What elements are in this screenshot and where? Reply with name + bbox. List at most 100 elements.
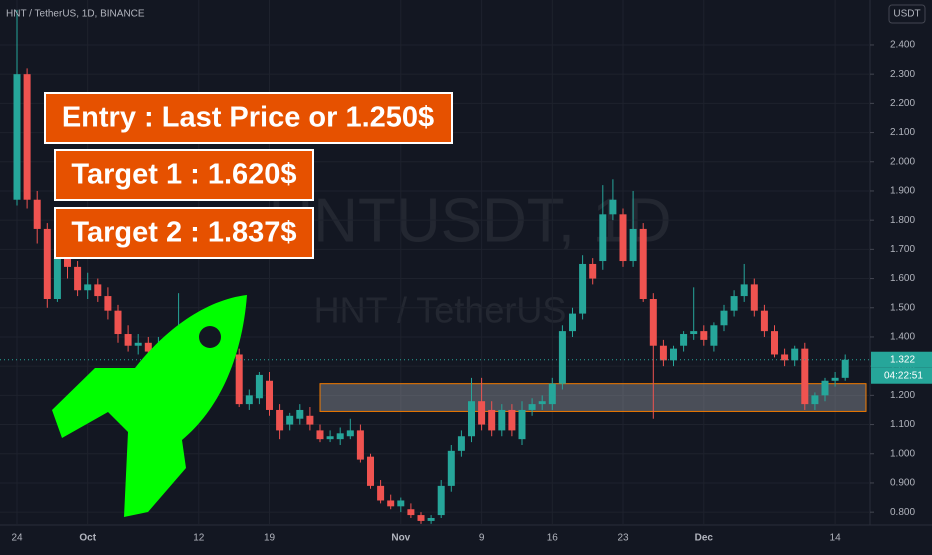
- candle-body: [791, 348, 799, 361]
- annotation: Entry : Last Price or 1.250$: [62, 102, 434, 134]
- y-tick-label: 1.500: [890, 302, 915, 313]
- candle-body: [276, 409, 284, 431]
- candle-body: [316, 430, 324, 440]
- y-tick-label: 2.000: [890, 156, 915, 167]
- y-tick-label: 2.200: [890, 98, 915, 109]
- candle-body: [144, 342, 152, 352]
- candle-body: [124, 334, 132, 346]
- annotation-box: [54, 149, 314, 201]
- candle-body: [639, 228, 647, 299]
- rocket: [52, 295, 247, 517]
- candle-body: [579, 263, 587, 314]
- candle-body: [589, 263, 597, 279]
- candle-body: [255, 374, 263, 399]
- y-tick-label: 1.800: [890, 215, 915, 226]
- x-tick-label: Oct: [79, 533, 96, 544]
- y-tick-label: 1.100: [890, 419, 915, 430]
- candle-body: [407, 509, 415, 516]
- symbol-title: HNT / TetherUS, 1D, BINANCE: [6, 9, 145, 20]
- candle-body: [13, 74, 21, 200]
- candle-body: [548, 383, 556, 405]
- x-tick-label: 24: [11, 533, 23, 544]
- candle-body: [53, 258, 61, 299]
- candle-body: [740, 284, 748, 297]
- candle-body: [771, 331, 778, 355]
- target1-box: Target 1 : 1.620$: [54, 149, 314, 201]
- candle-body: [659, 345, 667, 361]
- candle-body: [649, 298, 657, 346]
- candle-body: [427, 517, 435, 521]
- candle-body: [680, 334, 688, 346]
- candle-body: [690, 331, 698, 335]
- candle-body: [346, 430, 354, 437]
- candle-body: [134, 342, 142, 346]
- currency: USDT: [893, 9, 920, 20]
- candle-body: [831, 377, 839, 381]
- candle-body: [235, 354, 243, 405]
- candle-body: [619, 214, 627, 262]
- y-tick-label: 0.800: [890, 507, 915, 518]
- candle-body: [306, 415, 314, 425]
- x-tick-label: 12: [193, 533, 205, 544]
- annotation-box: [54, 207, 314, 259]
- candle-body: [841, 359, 849, 378]
- candle-body: [367, 456, 374, 486]
- y-tick-label: 2.100: [890, 127, 915, 138]
- candle-body: [801, 348, 809, 405]
- entry-box: Entry : Last Price or 1.250$: [44, 92, 453, 144]
- candle-body: [528, 404, 536, 410]
- candle-body: [23, 74, 31, 200]
- candle-body: [94, 284, 102, 297]
- candle-body: [609, 199, 617, 215]
- candle-body: [296, 409, 304, 419]
- x-tick-label: 19: [264, 533, 276, 544]
- candle-body: [760, 310, 768, 332]
- candle-body: [33, 199, 41, 229]
- candle-body: [700, 331, 708, 340]
- target2-box: Target 2 : 1.837$: [54, 207, 314, 259]
- x-tick-label: 9: [479, 533, 485, 544]
- candle-body: [64, 258, 71, 267]
- x-tick-label: 14: [830, 533, 842, 544]
- support-zone: [319, 383, 867, 412]
- candle-body: [437, 485, 445, 516]
- y-tick-label: 1.000: [890, 448, 915, 459]
- candle-body: [114, 310, 122, 335]
- y-tick-label: 2.400: [890, 40, 915, 51]
- candle-body: [286, 415, 294, 425]
- candle-body: [74, 266, 82, 291]
- candle-body: [710, 325, 718, 346]
- candle-body: [498, 409, 506, 431]
- watermark-subtitle: HNT / TetherUS: [314, 290, 567, 331]
- candle-body: [326, 436, 334, 440]
- candle-body: [417, 515, 425, 521]
- candle-body: [750, 284, 758, 311]
- candle-body: [670, 348, 677, 361]
- x-tick-label: Nov: [391, 533, 410, 544]
- candle-body: [558, 331, 566, 384]
- annotation-box: [44, 92, 453, 144]
- x-tick-label: 16: [547, 533, 559, 544]
- candle-body: [508, 409, 516, 431]
- candle-body: [629, 228, 637, 262]
- candle-body: [518, 409, 526, 440]
- x-tick-label: Dec: [695, 533, 714, 544]
- y-tick-label: 1.700: [890, 244, 915, 255]
- candle-body: [468, 401, 475, 437]
- candle-body: [447, 450, 455, 486]
- annotation: Target 2 : 1.837$: [71, 217, 296, 249]
- candle-body: [266, 380, 273, 410]
- candle-body: [811, 395, 819, 405]
- y-tick-label: 0.900: [890, 478, 915, 489]
- candle-body: [478, 401, 486, 425]
- candle-body: [84, 284, 92, 291]
- candle-body: [720, 310, 728, 326]
- y-tick-label: 1.900: [890, 186, 915, 197]
- candle-body: [387, 500, 395, 507]
- candle-body: [336, 433, 344, 440]
- candle-body: [488, 409, 496, 431]
- watermark: HNTUSDT, 1D: [268, 186, 671, 255]
- y-tick-label: 1.200: [890, 390, 915, 401]
- y-tick-label: 1.600: [890, 273, 915, 284]
